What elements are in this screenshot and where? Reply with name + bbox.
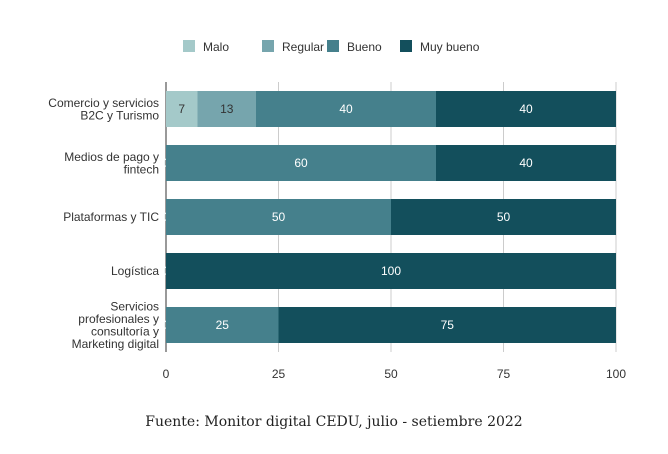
- legend-label: Bueno: [347, 40, 382, 54]
- legend-swatch-regular: [262, 40, 274, 52]
- category-label: Marketing digital: [72, 337, 159, 351]
- category-label: B2C y Turismo: [80, 108, 159, 122]
- legend-label: Regular: [282, 40, 324, 54]
- legend-label: Muy bueno: [420, 40, 480, 54]
- x-tick-label: 100: [606, 367, 626, 381]
- x-tick-label: 50: [384, 367, 398, 381]
- category-label: Medios de pago y: [64, 150, 159, 164]
- data-label: 100: [381, 264, 401, 278]
- bar-segment-bueno: [256, 91, 436, 127]
- bar-segment-bueno: [166, 307, 279, 343]
- legend-swatch-malo: [183, 40, 195, 52]
- legend-label: Malo: [203, 40, 229, 54]
- data-label: 40: [519, 102, 533, 116]
- bar-segment-malo: [166, 91, 198, 127]
- bar-segment-bueno: [166, 199, 391, 235]
- legend-swatch-muy-bueno: [400, 40, 412, 52]
- data-label: 75: [441, 318, 455, 332]
- bar-segment-muy-bueno: [166, 253, 616, 289]
- x-tick-label: 0: [163, 367, 170, 381]
- data-label: 25: [216, 318, 230, 332]
- category-label: profesionales y: [78, 312, 159, 326]
- bar-segment-bueno: [166, 145, 436, 181]
- category-label: Servicios: [110, 299, 159, 313]
- bar-segment-muy-bueno: [278, 307, 616, 343]
- chart-caption: Fuente: Monitor digital CEDU, julio - se…: [145, 414, 523, 430]
- x-tick-label: 25: [272, 367, 286, 381]
- data-label: 40: [339, 102, 353, 116]
- data-label: 60: [294, 156, 308, 170]
- data-label: 13: [220, 102, 234, 116]
- x-tick-label: 75: [497, 367, 511, 381]
- data-label: 7: [178, 102, 185, 116]
- data-label: 50: [497, 210, 511, 224]
- category-label: Comercio y servicios: [48, 96, 159, 110]
- category-label: consultoría y: [91, 324, 159, 338]
- category-label: fintech: [124, 162, 159, 176]
- data-label: 50: [272, 210, 286, 224]
- bar-segment-muy-bueno: [436, 91, 616, 127]
- bar-segment-muy-bueno: [391, 199, 616, 235]
- legend-swatch-bueno: [327, 40, 339, 52]
- bar-segment-regular: [197, 91, 256, 127]
- bar-segment-muy-bueno: [436, 145, 616, 181]
- category-label: Logística: [111, 264, 159, 278]
- category-label: Plataformas y TIC: [63, 210, 159, 224]
- data-label: 40: [519, 156, 533, 170]
